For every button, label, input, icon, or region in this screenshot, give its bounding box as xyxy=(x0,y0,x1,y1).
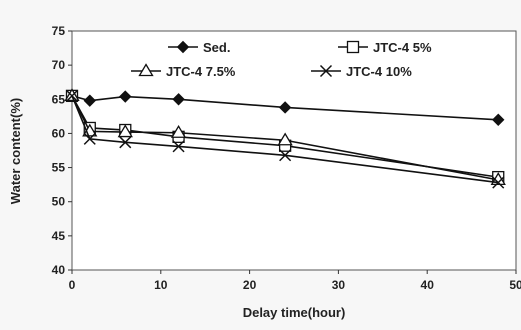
legend-label: JTC-4 5% xyxy=(373,40,432,55)
y-tick-label: 45 xyxy=(52,229,66,243)
x-tick-label: 10 xyxy=(154,278,168,292)
y-tick-label: 65 xyxy=(52,92,66,106)
data-point-triangle xyxy=(170,124,187,138)
legend-item-1: Sed. xyxy=(168,40,230,55)
x-axis-title: Delay time(hour) xyxy=(243,305,346,320)
axes-layer: 40 45 50 55 60 65 70 75 0 10 20 30 40 50 xyxy=(52,24,521,292)
y-axis-title: Water content(%) xyxy=(8,98,23,204)
x-tick-label: 0 xyxy=(69,278,76,292)
data-point-cross xyxy=(319,64,333,78)
y-tick-label: 55 xyxy=(52,161,66,175)
x-tick-label: 50 xyxy=(509,278,521,292)
legend-item-4: JTC-4 10% xyxy=(311,64,412,79)
x-tick-label: 40 xyxy=(421,278,435,292)
y-tick-label: 50 xyxy=(52,195,66,209)
data-point-cross xyxy=(83,132,96,145)
data-point-diamond xyxy=(278,101,292,114)
y-tick-label: 60 xyxy=(52,126,66,140)
legend-item-2: JTC-4 5% xyxy=(338,40,432,55)
legend-item-3: JTC-4 7.5% xyxy=(131,63,236,79)
x-tick-label: 20 xyxy=(243,278,257,292)
data-point-cross xyxy=(119,136,132,149)
y-tick-label: 70 xyxy=(52,58,66,72)
legend-label: JTC-4 10% xyxy=(346,64,412,79)
y-tick-label: 40 xyxy=(52,263,66,277)
series-4 xyxy=(65,89,505,189)
data-point-cross xyxy=(492,176,505,189)
data-point-cross xyxy=(279,149,292,162)
series-3 xyxy=(64,88,506,186)
data-point-cross xyxy=(172,140,185,153)
legend-label: JTC-4 7.5% xyxy=(166,64,236,79)
data-point-cross xyxy=(65,89,79,102)
series-layer xyxy=(64,88,506,189)
x-tick-label: 30 xyxy=(332,278,346,292)
data-point-diamond xyxy=(83,94,96,107)
legend: Sed. JTC-4 5% JTC-4 7.5% JTC-4 10% xyxy=(131,40,432,79)
data-point-triangle xyxy=(138,63,154,77)
data-point-triangle xyxy=(117,124,133,138)
y-tick-label: 75 xyxy=(52,24,66,38)
data-point-triangle xyxy=(277,132,293,146)
series-line xyxy=(71,95,499,181)
legend-label: Sed. xyxy=(203,40,230,55)
plot-area xyxy=(71,30,517,271)
series-line xyxy=(71,95,499,184)
data-point-diamond xyxy=(176,40,190,54)
data-point-diamond xyxy=(119,90,132,103)
data-point-diamond xyxy=(492,113,505,126)
data-point-diamond xyxy=(172,93,185,106)
data-point-square xyxy=(346,40,360,54)
